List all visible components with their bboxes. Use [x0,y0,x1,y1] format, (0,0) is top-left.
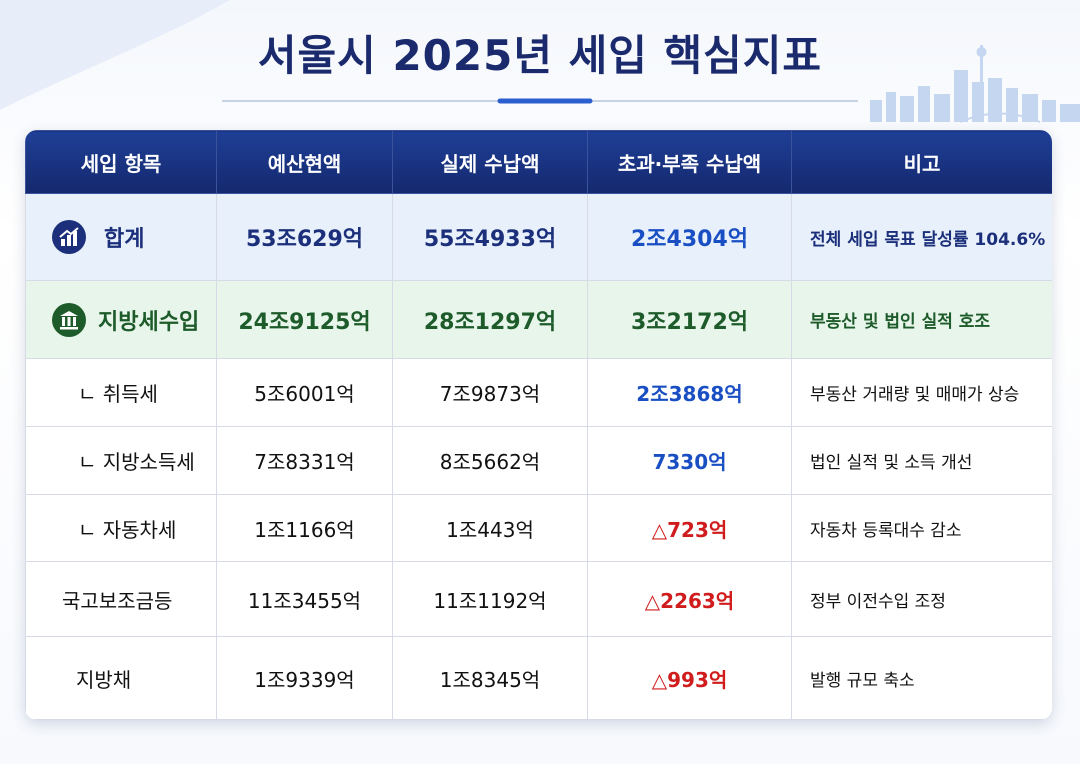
note-cell: 자동차 등록대수 감소 [791,494,1052,562]
item-label: 지방세수입 [98,309,200,335]
diff-cell: 3조2172억 [587,280,792,359]
budget-cell: 1조9339억 [216,636,393,720]
note-cell: 부동산 및 법인 실적 호조 [791,280,1052,359]
actual-cell: 8조5662억 [392,426,588,495]
note-cell: 법인 실적 및 소득 개선 [791,426,1052,495]
note-cell: 전체 세입 목표 달성률 104.6% [791,193,1052,281]
item-cell: ㄴ 취득세 [25,358,217,427]
building-icon [52,302,86,337]
column-header: 세입 항목 [25,130,217,194]
budget-cell: 53조629억 [216,193,393,281]
item-cell: ㄴ 지방소득세 [25,426,217,495]
row: 지방채 1조9339억 1조8345억 △993억 발행 규모 축소 [25,636,1052,720]
row: 국고보조금등 11조3455억 11조1192억 △2263억 정부 이전수입 … [25,561,1052,637]
note-cell: 발행 규모 축소 [791,636,1052,720]
budget-cell: 1조1166억 [216,494,393,562]
row-total: 합계 53조629억 55조4933억 2조4304억 전체 세입 목표 달성률… [25,193,1052,281]
corner-swoosh [0,0,230,110]
header-row: 세입 항목 예산현액 실제 수납액 초과·부족 수납액 비고 [25,130,1052,194]
revenue-table: 세입 항목 예산현액 실제 수납액 초과·부족 수납액 비고 합계 53조629… [25,130,1052,720]
column-header: 예산현액 [216,130,393,194]
row: ㄴ 취득세 5조6001억 7조9873억 2조3868억 부동산 거래량 및 … [25,358,1052,427]
actual-cell: 1조443억 [392,494,588,562]
diff-cell: 2조4304억 [587,193,792,281]
chart-icon [52,220,86,254]
diff-cell: 2조3868억 [587,358,792,427]
item-cell: 지방세수입 [25,280,217,359]
skyline [870,45,1080,123]
item-label: 합계 [104,227,145,252]
budget-cell: 11조3455억 [216,561,393,637]
item-cell: 합계 [25,193,217,281]
row: ㄴ 지방소득세 7조8331억 8조5662억 7330억 법인 실적 및 소득… [25,426,1052,495]
actual-cell: 55조4933억 [392,193,588,281]
row-local-tax: 지방세수입 24조9125억 28조1297억 3조2172억 부동산 및 법인… [25,280,1052,359]
column-header: 비고 [791,130,1052,194]
actual-cell: 28조1297억 [392,280,588,359]
table-card: 세입 항목 예산현액 실제 수납액 초과·부족 수납액 비고 합계 53조629… [25,130,1052,720]
actual-cell: 7조9873억 [392,358,588,427]
item-cell: 지방채 [25,636,217,720]
row: ㄴ 자동차세 1조1166억 1조443억 △723억 자동차 등록대수 감소 [25,494,1052,562]
actual-cell: 1조8345억 [392,636,588,720]
budget-cell: 5조6001억 [216,358,393,427]
actual-cell: 11조1192억 [392,561,588,637]
budget-cell: 24조9125억 [216,280,393,359]
column-header: 실제 수납액 [392,130,588,194]
note-cell: 부동산 거래량 및 매매가 상승 [791,358,1052,427]
note-cell: 정부 이전수입 조정 [791,561,1052,637]
decoration [0,0,1080,123]
diff-cell: △993억 [587,636,792,720]
item-cell: 국고보조금등 [25,561,217,637]
column-header: 초과·부족 수납액 [587,130,792,194]
page-title: 서울시 2025년 세입 핵심지표 [257,31,823,80]
item-cell: ㄴ 자동차세 [25,494,217,562]
diff-cell: △2263억 [587,561,792,637]
budget-cell: 7조8331억 [216,426,393,495]
diff-cell: 7330억 [587,426,792,495]
diff-cell: △723억 [587,494,792,562]
